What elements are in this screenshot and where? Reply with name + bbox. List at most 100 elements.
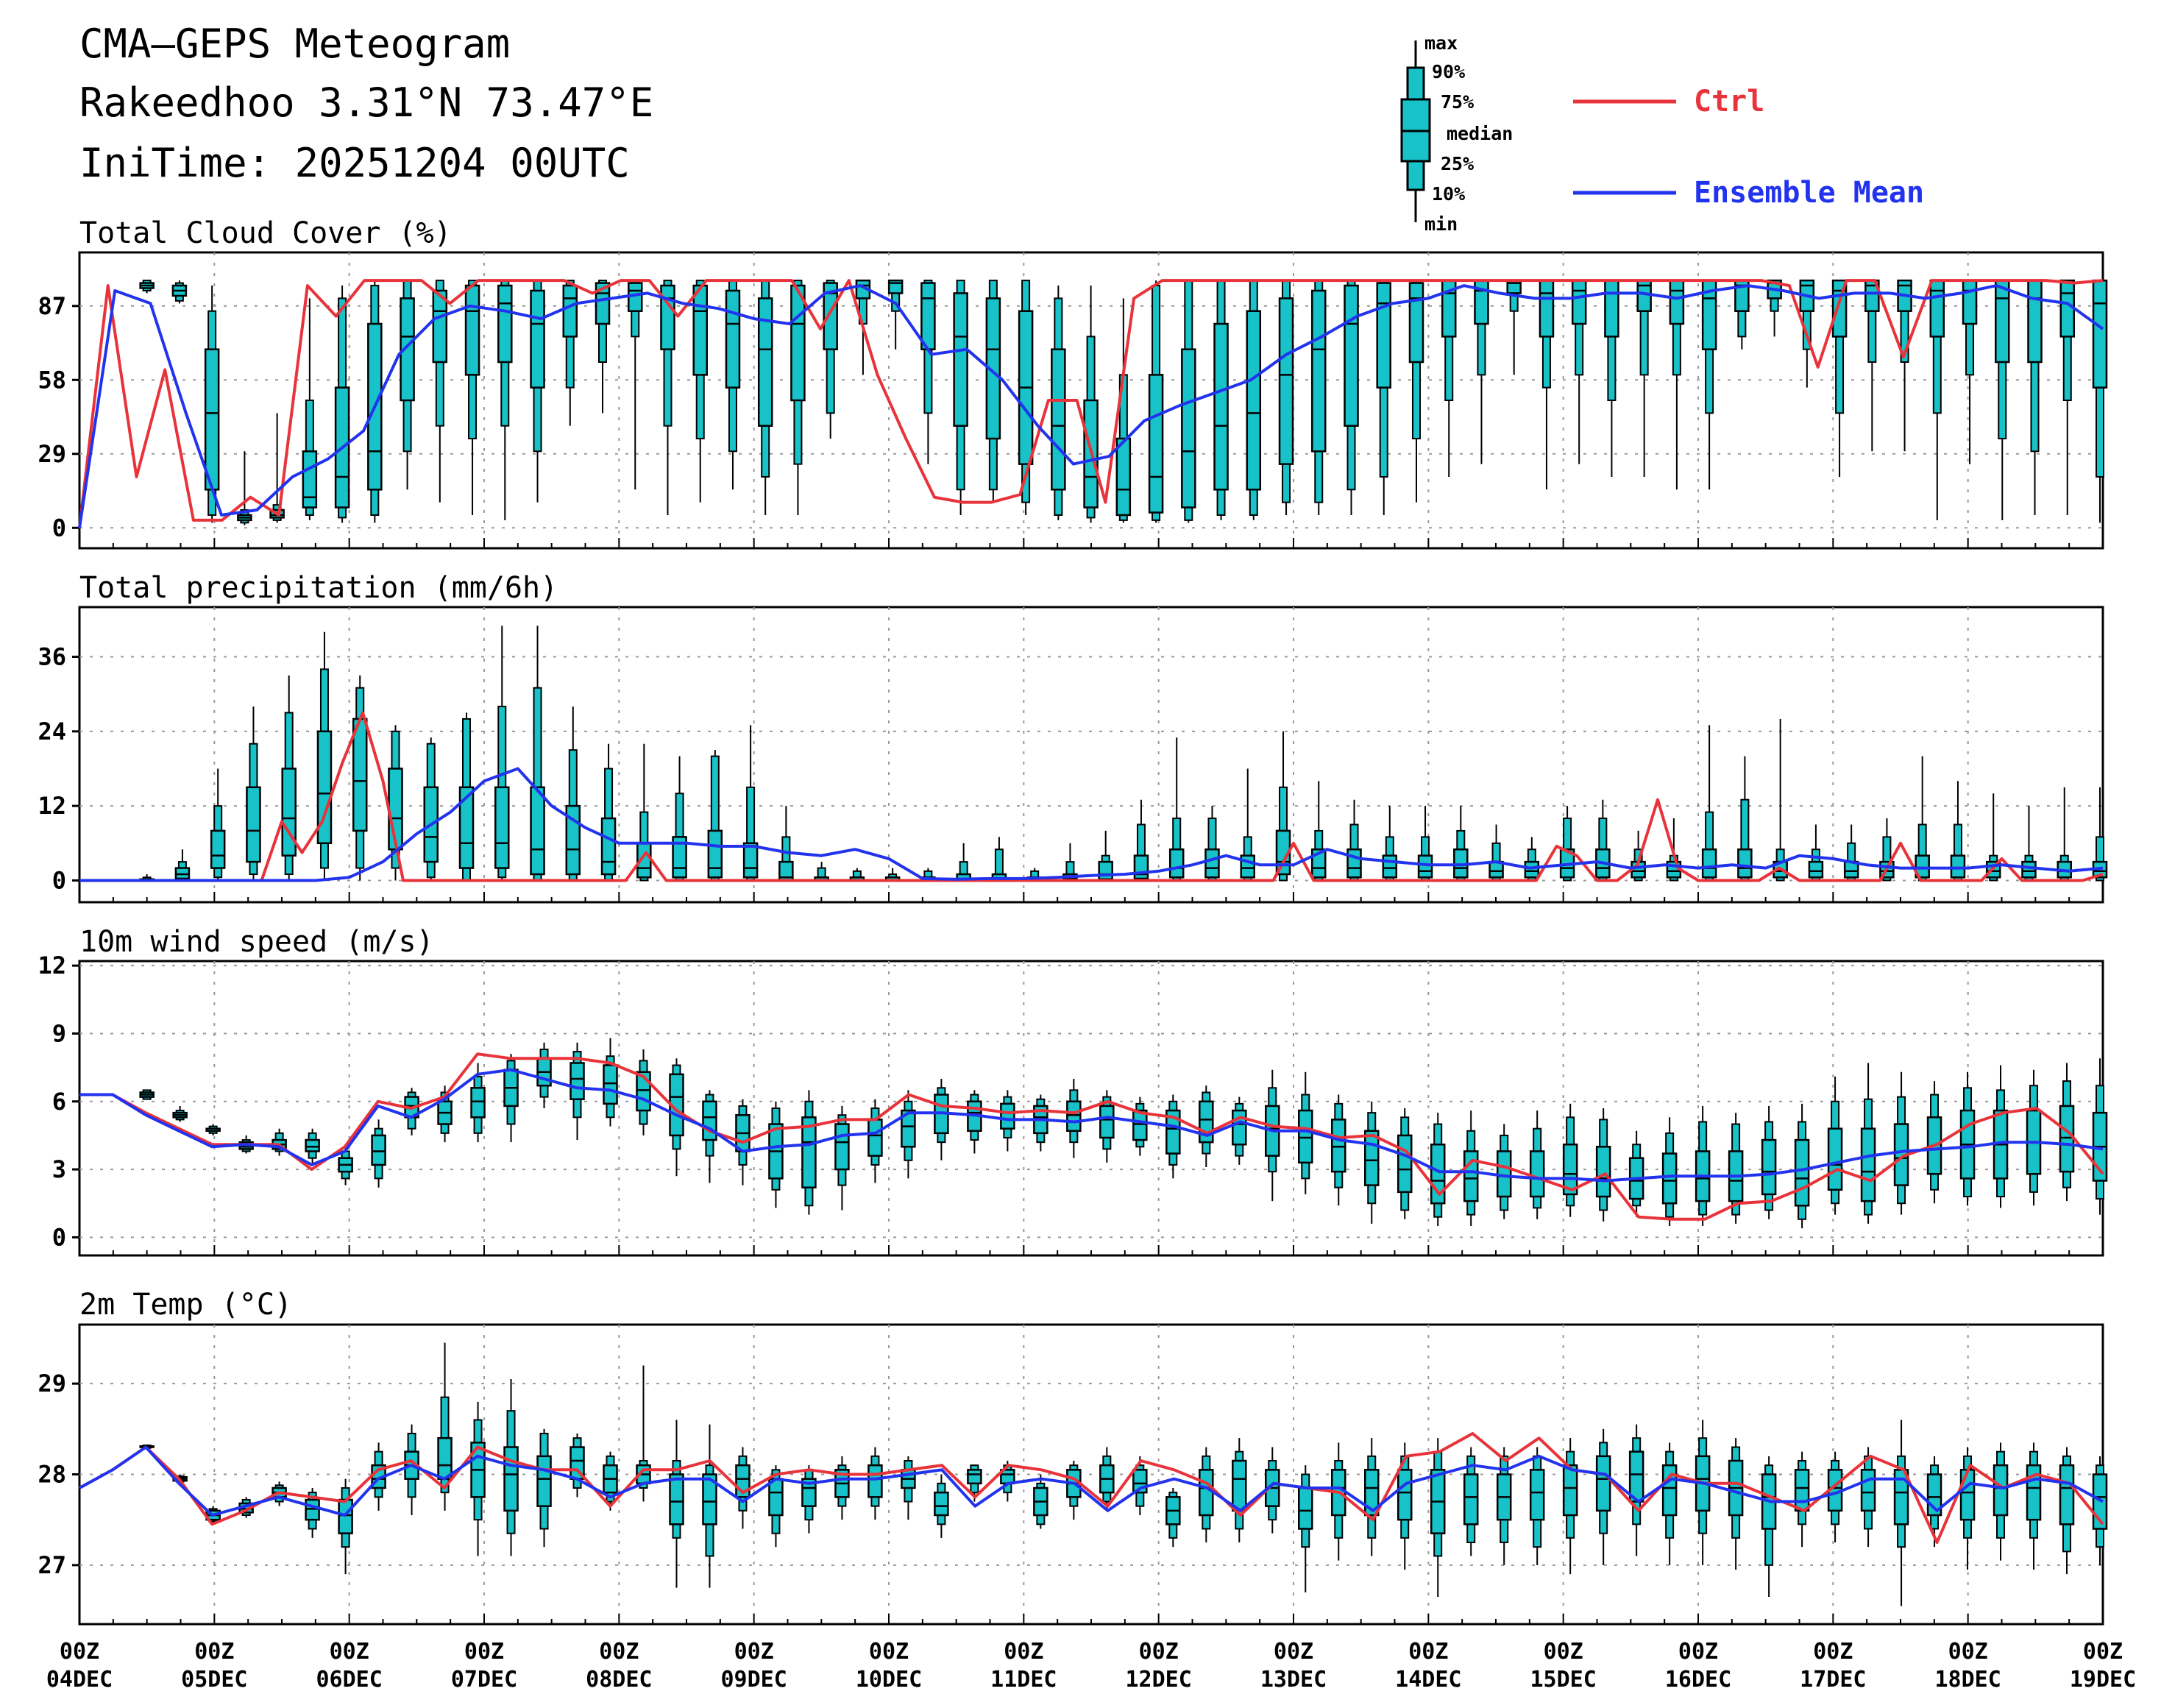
wind-speed-box-inner xyxy=(801,1116,817,1188)
cloud-cover-box-inner xyxy=(1148,374,1164,514)
precipitation-ytick-label: 0 xyxy=(52,866,66,894)
cloud-cover-box-inner xyxy=(464,284,480,376)
temperature-box-inner xyxy=(1959,1469,1976,1521)
cloud-cover-box-inner xyxy=(1246,310,1262,491)
cloud-cover-ctrl-line xyxy=(78,279,2104,528)
wind-speed-box-inner xyxy=(1463,1150,1479,1202)
temperature-box-inner xyxy=(1628,1450,1644,1503)
cloud-cover-box-inner xyxy=(1344,284,1359,427)
precipitation-frame xyxy=(78,606,2104,904)
x-time-label: 00Z xyxy=(1948,1639,1988,1665)
precipitation-ytick-label: 36 xyxy=(38,643,66,671)
wind-speed-ytick-label: 9 xyxy=(52,1019,66,1047)
temperature-box-inner xyxy=(934,1491,949,1517)
cloud-cover-box-inner xyxy=(1376,282,1391,389)
precipitation-box-inner xyxy=(494,786,510,869)
legend-label-max: max xyxy=(1424,32,1458,54)
cloud-cover-box-inner xyxy=(1311,289,1327,453)
x-date-label: 09DEC xyxy=(721,1667,787,1693)
x-time-label: 00Z xyxy=(1274,1639,1313,1665)
wind-speed-box-inner xyxy=(1595,1146,1611,1198)
wind-speed-title: 10m wind speed (m/s) xyxy=(79,925,434,959)
x-date-label: 14DEC xyxy=(1395,1667,1461,1693)
temperature-box-inner xyxy=(1397,1469,1413,1521)
x-time-label: 00Z xyxy=(2083,1639,2123,1665)
x-time-label: 00Z xyxy=(1139,1639,1179,1665)
precipitation-box-inner xyxy=(1417,854,1433,879)
legend-box-outer-top xyxy=(1406,66,1425,101)
precipitation-box-inner xyxy=(707,829,723,879)
temperature-box-inner xyxy=(1529,1469,1545,1521)
temperature-box-inner xyxy=(702,1473,717,1525)
chart-title: CMA—GEPS Meteogram xyxy=(79,21,510,67)
x-time-label: 00Z xyxy=(1813,1639,1853,1665)
cloud-cover-box-inner xyxy=(660,284,675,350)
cloud-cover-box-inner xyxy=(562,284,578,338)
wind-speed-box-inner xyxy=(1331,1119,1346,1173)
temperature-box-inner xyxy=(801,1478,817,1507)
temperature-box-inner xyxy=(503,1446,519,1512)
x-time-label: 00Z xyxy=(1544,1639,1583,1665)
legend-label-p90: 90% xyxy=(1432,61,1465,82)
x-date-label: 10DEC xyxy=(856,1667,922,1693)
temperature-box-inner xyxy=(967,1469,982,1485)
x-date-label: 06DEC xyxy=(316,1667,383,1693)
x-time-label: 00Z xyxy=(194,1639,234,1665)
temperature-ytick-label: 27 xyxy=(38,1551,66,1579)
wind-speed-ytick-label: 12 xyxy=(38,952,66,979)
precipitation-box-inner xyxy=(1168,848,1185,879)
cloud-cover-box-inner xyxy=(1539,279,1555,338)
precipitation-box-inner xyxy=(1204,848,1220,879)
cloud-cover-box-inner xyxy=(1213,322,1229,491)
wind-speed-box-inner xyxy=(867,1119,883,1157)
wind-speed-box-inner xyxy=(305,1138,320,1152)
cloud-cover-box-inner xyxy=(920,282,936,350)
temperature-ytick-label: 28 xyxy=(38,1461,66,1489)
cloud-cover-ytick-label: 0 xyxy=(52,514,66,542)
wind-speed-box-inner xyxy=(1529,1150,1545,1198)
temperature-box-inner xyxy=(1860,1469,1876,1512)
precipitation-box-inner xyxy=(281,768,297,857)
legend-box-outer-bottom xyxy=(1406,160,1425,191)
wind-speed-box-inner xyxy=(1860,1127,1876,1202)
location-label: Rakeedhoo 3.31°N 73.47°E xyxy=(79,79,653,126)
temperature-box-inner xyxy=(1562,1464,1578,1517)
precipitation-panel: Total precipitation (mm/6h) 0 12 24 36 xyxy=(38,571,2108,904)
wind-speed-ytick-label: 6 xyxy=(52,1088,66,1116)
precipitation-box-inner xyxy=(1701,848,1717,879)
cloud-cover-box-inner xyxy=(1571,279,1587,325)
precipitation-box-inner xyxy=(352,717,368,832)
wind-speed-box-inner xyxy=(1827,1127,1843,1191)
cloud-cover-box-inner xyxy=(1669,279,1685,325)
cloud-cover-ytick-label: 58 xyxy=(38,366,66,394)
cloud-cover-box-inner xyxy=(1408,282,1424,364)
precipitation-box-inner xyxy=(1382,854,1398,879)
cloud-cover-box-inner xyxy=(302,450,318,508)
precipitation-ytick-label: 12 xyxy=(38,792,66,820)
wind-speed-box-inner xyxy=(1298,1109,1313,1164)
precipitation-ytick-label: 24 xyxy=(38,717,66,745)
cloud-cover-box-inner xyxy=(432,289,448,364)
temperature-box-inner xyxy=(1363,1469,1380,1517)
precipitation-box-inner xyxy=(316,730,333,845)
cloud-cover-ytick-label: 29 xyxy=(38,440,66,468)
temperature-box-inner xyxy=(437,1436,453,1480)
x-time-label: 00Z xyxy=(1678,1639,1718,1665)
cloud-cover-box-inner xyxy=(2027,279,2043,364)
x-date-label: 08DEC xyxy=(586,1667,652,1693)
temperature-box-inner xyxy=(768,1478,784,1517)
precipitation-box-inner xyxy=(1950,854,1966,879)
cloud-cover-box-inner xyxy=(497,284,513,364)
legend-label-p75: 75% xyxy=(1441,91,1474,113)
legend-label-p25: 25% xyxy=(1441,153,1474,174)
temperature-box-inner xyxy=(1595,1455,1611,1512)
temperature-ensemble-mean-line xyxy=(79,1445,2104,1517)
precipitation-box-inner xyxy=(1808,860,1824,879)
temperature-box-inner xyxy=(1463,1473,1479,1525)
cloud-cover-box-inner xyxy=(985,297,1001,440)
cloud-cover-box-inner xyxy=(692,284,708,376)
wind-speed-box-inner xyxy=(470,1087,486,1119)
x-date-label: 19DEC xyxy=(2070,1667,2136,1693)
x-time-label: 00Z xyxy=(734,1639,774,1665)
